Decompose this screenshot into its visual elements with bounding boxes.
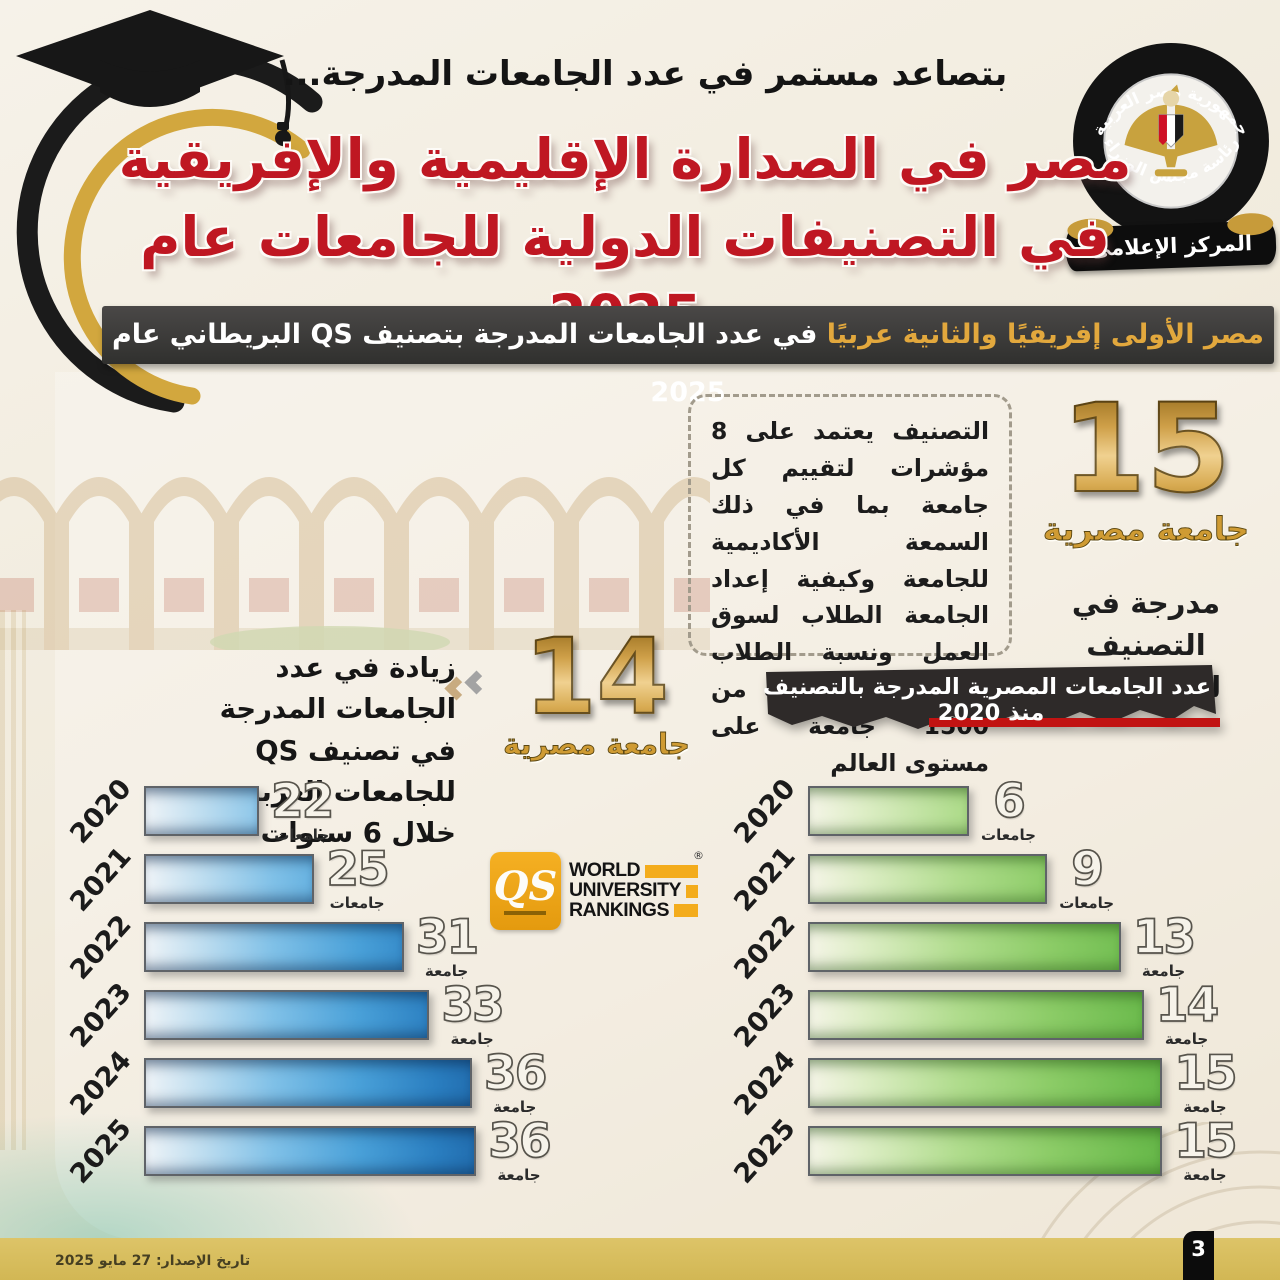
green-chart-title: عدد الجامعات المصرية المدرجة بالتصنيف من…	[758, 674, 1220, 726]
bar-row: 2024 15 جامعة	[722, 1045, 1268, 1122]
stat-15-block: 15 جامعة مصرية مدرجة في التصنيف لعام 202…	[1022, 378, 1270, 708]
bar-value: 36	[483, 1046, 548, 1102]
registered-mark: ®	[693, 849, 704, 863]
year-label: 2025	[64, 1112, 138, 1190]
left-decor-stripe	[0, 610, 26, 1150]
stat-15-value: 15	[1060, 378, 1232, 520]
bar	[144, 786, 260, 836]
bar	[144, 854, 315, 904]
bar-row: 2022 31 جامعة	[58, 909, 570, 986]
bar	[808, 922, 1121, 972]
bar-row: 2021 9 جامعات	[722, 841, 1268, 918]
bar-unit: جامعة	[493, 1097, 537, 1116]
qs-arab-rankings-chart: 2020 22 جامعات 2021 25 جامعات 2022 31 جامعة 2023 3…	[58, 773, 570, 1194]
bar-unit: جامعة	[450, 1029, 494, 1048]
title-line-1: مصر في الصدارة الإقليمية والإفريقية	[118, 127, 1132, 191]
bar-value: 9	[1070, 842, 1104, 898]
bar	[144, 922, 404, 972]
bar	[808, 990, 1144, 1040]
bar-unit: جامعات	[274, 825, 330, 844]
stat-14-block: 14 جامعة مصرية	[494, 616, 699, 761]
bar-unit: جامعة	[1141, 961, 1186, 980]
bar-unit: جامعة	[1183, 1165, 1227, 1184]
methodology-paragraph: التصنيف يعتمد على 8 مؤشرات لتقييم كل جام…	[688, 394, 1012, 777]
qs-icon: QS	[490, 852, 561, 930]
corner-arcs-decor	[1038, 1122, 1280, 1242]
government-logo: جمهورية مصر العربية رئاسة مجلس الوزراء ا…	[1065, 40, 1277, 272]
page-number-tab: 3	[1183, 1231, 1214, 1280]
footer-strip	[0, 1238, 1280, 1280]
stat-14-description: زيادة في عدد الجامعات المدرجة في تصنيف Q…	[219, 652, 456, 849]
bar-unit: جامعات	[1059, 893, 1115, 912]
bar-row: 2024 36 جامعة	[58, 1045, 570, 1122]
year-label: 2025	[728, 1112, 802, 1190]
year-label: 2022	[64, 908, 138, 986]
bar-unit: جامعات	[981, 825, 1036, 844]
year-label: 2023	[64, 976, 138, 1054]
bar-value: 6	[992, 774, 1026, 830]
bar-value: 14	[1155, 978, 1220, 1034]
bar-unit: جامعات	[329, 893, 385, 912]
bar-value: 22	[270, 774, 335, 830]
green-chart-banner: عدد الجامعات المصرية المدرجة بالتصنيف من…	[758, 662, 1220, 756]
bar-value: 31	[415, 910, 480, 966]
year-label: 2023	[728, 976, 802, 1054]
bar-unit: جامعة	[497, 1165, 541, 1184]
bar-row: 2023 33 جامعة	[58, 977, 570, 1054]
banner-rest: في عدد الجامعات المدرجة بتصنيف QS البريط…	[112, 319, 827, 408]
bar-value: 36	[487, 1114, 552, 1170]
year-label: 2022	[728, 908, 802, 986]
bar-unit: جامعة	[1164, 1029, 1209, 1048]
bar	[144, 1126, 477, 1176]
year-label: 2021	[728, 840, 802, 918]
bar-row: 2021 25 جامعات	[58, 841, 570, 918]
bar	[808, 854, 1048, 904]
bar-unit: جامعة	[424, 961, 469, 980]
bar-row: 2022 13 جامعة	[722, 909, 1268, 986]
university-building-photo	[0, 477, 710, 650]
bar-row: 2025 36 جامعة	[58, 1113, 570, 1190]
kicker-text: بتصاعد مستمر في عدد الجامعات المدرجة...	[282, 54, 1008, 94]
banner-highlight: مصر الأولى إفريقيًا والثانية عربيًا	[826, 319, 1264, 350]
stat-15-unit: جامعة مصرية	[1042, 509, 1250, 548]
bar-row: 2023 14 جامعة	[722, 977, 1268, 1054]
qs-world-university-rankings-logo: QS WORLD UNIVERSITY RANKINGS ®	[490, 845, 704, 937]
year-label: 2021	[64, 840, 138, 918]
bar-unit: جامعة	[1183, 1097, 1227, 1116]
bar	[808, 1058, 1163, 1108]
bar	[144, 990, 430, 1040]
bar-row: 2020 6 جامعات	[722, 773, 1268, 850]
page-title: مصر في الصدارة الإقليمية والإفريقية في ا…	[60, 120, 1190, 354]
bar-value: 13	[1132, 910, 1197, 966]
subtitle-banner: مصر الأولى إفريقيًا والثانية عربيًا في ع…	[102, 306, 1274, 408]
stat-14-value: 14	[523, 616, 670, 738]
bar-row: 2020 22 جامعات	[58, 773, 570, 850]
bar-value: 33	[441, 978, 506, 1034]
release-date: تاريخ الإصدار: 27 مايو 2025	[55, 1253, 251, 1269]
eagle-emblem	[1124, 84, 1218, 177]
year-label: 2024	[728, 1044, 802, 1122]
stat-14-unit: جامعة مصرية	[503, 726, 691, 761]
bar-row: 2025 15 جامعة	[722, 1113, 1268, 1190]
bar	[808, 1126, 1163, 1176]
bar	[808, 786, 969, 836]
qs-world-rankings-chart: 2020 6 جامعات 2021 9 جامعات 2022 13 جامعة 2023 14 ج…	[722, 773, 1268, 1194]
year-label: 2024	[64, 1044, 138, 1122]
bar-value: 25	[326, 842, 391, 898]
bar-value: 15	[1173, 1046, 1238, 1102]
bar	[144, 1058, 473, 1108]
bar-value: 15	[1173, 1114, 1238, 1170]
